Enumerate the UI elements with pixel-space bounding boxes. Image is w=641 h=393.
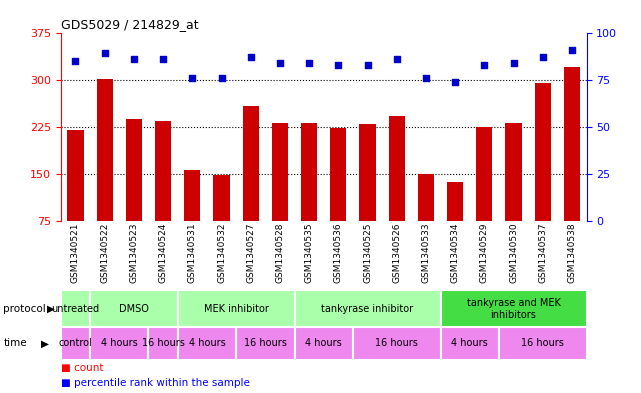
Point <box>217 75 227 81</box>
Bar <box>178 290 294 327</box>
Text: tankyrase and MEK
inhibitors: tankyrase and MEK inhibitors <box>467 298 560 320</box>
Point <box>304 60 314 66</box>
Text: 4 hours: 4 hours <box>188 338 225 349</box>
Bar <box>388 116 404 268</box>
Bar <box>243 106 259 268</box>
Point <box>508 60 519 66</box>
Bar <box>236 327 294 360</box>
Point <box>187 75 197 81</box>
Bar <box>126 119 142 268</box>
Bar <box>360 124 376 268</box>
Text: 4 hours: 4 hours <box>451 338 488 349</box>
Bar <box>61 327 90 360</box>
Point <box>71 58 81 64</box>
Point <box>158 56 168 62</box>
Bar <box>499 327 587 360</box>
Bar <box>90 327 149 360</box>
Bar <box>476 127 492 268</box>
Bar <box>330 128 346 268</box>
Bar <box>440 290 587 327</box>
Point <box>246 54 256 60</box>
Bar <box>535 83 551 268</box>
Point <box>362 62 372 68</box>
Text: 16 hours: 16 hours <box>142 338 185 349</box>
Bar <box>272 123 288 268</box>
Bar <box>564 67 580 268</box>
Bar <box>301 123 317 268</box>
Bar <box>294 290 440 327</box>
Text: 16 hours: 16 hours <box>375 338 418 349</box>
Bar <box>506 123 522 268</box>
Bar <box>149 327 178 360</box>
Bar <box>90 290 178 327</box>
Point <box>333 62 344 68</box>
Text: control: control <box>58 338 92 349</box>
Text: MEK inhibitor: MEK inhibitor <box>204 304 269 314</box>
Text: ■ count: ■ count <box>61 364 103 373</box>
Point <box>479 62 490 68</box>
Text: ■ percentile rank within the sample: ■ percentile rank within the sample <box>61 378 250 388</box>
Bar <box>447 182 463 268</box>
Text: 4 hours: 4 hours <box>101 338 138 349</box>
Text: 16 hours: 16 hours <box>244 338 287 349</box>
Point <box>129 56 139 62</box>
Bar <box>61 290 90 327</box>
Bar <box>353 327 440 360</box>
Bar <box>67 130 83 268</box>
Bar <box>97 79 113 268</box>
Text: protocol: protocol <box>3 304 46 314</box>
Bar <box>178 327 236 360</box>
Point <box>275 60 285 66</box>
Point <box>99 50 110 57</box>
Bar <box>418 174 434 268</box>
Point <box>538 54 548 60</box>
Point <box>450 79 460 85</box>
Text: GDS5029 / 214829_at: GDS5029 / 214829_at <box>61 18 199 31</box>
Bar <box>184 170 201 268</box>
Bar <box>440 327 499 360</box>
Text: DMSO: DMSO <box>119 304 149 314</box>
Bar <box>213 175 229 268</box>
Text: 4 hours: 4 hours <box>305 338 342 349</box>
Text: untreated: untreated <box>51 304 99 314</box>
Point <box>420 75 431 81</box>
Text: ▶: ▶ <box>47 304 55 314</box>
Point <box>392 56 402 62</box>
Text: ▶: ▶ <box>41 338 49 349</box>
Bar <box>155 121 171 268</box>
Text: time: time <box>3 338 27 349</box>
Point <box>567 46 577 53</box>
Bar <box>294 327 353 360</box>
Text: tankyrase inhibitor: tankyrase inhibitor <box>321 304 413 314</box>
Text: 16 hours: 16 hours <box>521 338 564 349</box>
